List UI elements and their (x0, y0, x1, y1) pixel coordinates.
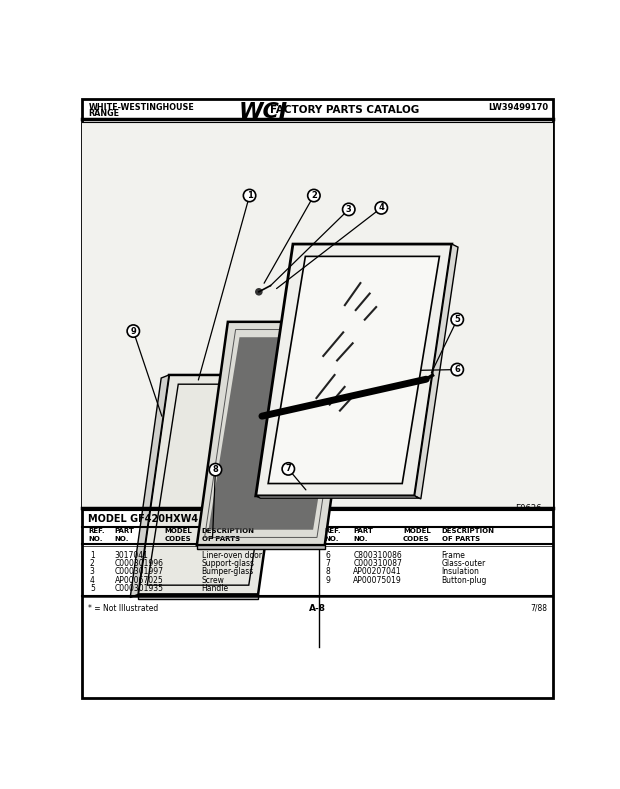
Circle shape (375, 202, 388, 214)
Circle shape (127, 325, 140, 337)
Text: MODEL GF420HXW4: MODEL GF420HXW4 (88, 514, 198, 525)
Polygon shape (197, 322, 356, 545)
Text: C800310086: C800310086 (353, 551, 402, 559)
Text: WCI: WCI (239, 103, 288, 122)
Text: 1: 1 (247, 191, 252, 200)
Text: C000301996: C000301996 (115, 559, 164, 568)
Polygon shape (138, 375, 289, 594)
Text: 5: 5 (90, 585, 95, 593)
Text: C000301935: C000301935 (115, 585, 164, 593)
Text: 8: 8 (213, 466, 218, 474)
Text: AP00207041: AP00207041 (353, 567, 402, 577)
Text: 3017041: 3017041 (115, 551, 149, 559)
Polygon shape (255, 244, 452, 495)
Text: C000301997: C000301997 (115, 567, 164, 577)
Text: 7: 7 (326, 559, 330, 568)
Polygon shape (268, 256, 440, 484)
Text: WHITE-WESTINGHOUSE: WHITE-WESTINGHOUSE (88, 103, 194, 112)
Text: A-8: A-8 (309, 604, 326, 612)
Circle shape (282, 462, 294, 475)
Text: 7: 7 (285, 465, 291, 473)
Text: Glass-outer: Glass-outer (441, 559, 486, 568)
Text: 5: 5 (454, 315, 460, 324)
Text: 9: 9 (130, 327, 136, 335)
Bar (82, 122, 554, 510)
Text: DESCRIPTION
OF PARTS: DESCRIPTION OF PARTS (202, 528, 254, 542)
Polygon shape (130, 375, 169, 597)
Circle shape (210, 463, 222, 476)
Text: Frame: Frame (441, 551, 466, 559)
Text: MODEL
CODES: MODEL CODES (403, 528, 431, 542)
Text: 2: 2 (311, 191, 317, 200)
Text: 2: 2 (90, 559, 95, 568)
Text: * = Not Illustrated: * = Not Illustrated (88, 604, 159, 612)
Text: PART
NO.: PART NO. (115, 528, 135, 542)
Text: RANGE: RANGE (88, 110, 119, 118)
Text: 9: 9 (326, 576, 330, 585)
Text: 6: 6 (454, 365, 460, 374)
Text: FACTORY PARTS CATALOG: FACTORY PARTS CATALOG (270, 105, 419, 114)
Circle shape (308, 189, 320, 202)
Text: AP00067025: AP00067025 (115, 576, 164, 585)
Text: 3: 3 (346, 205, 352, 214)
Text: C000310087: C000310087 (353, 559, 402, 568)
Text: Button-plug: Button-plug (441, 576, 487, 585)
Text: Liner-oven door: Liner-oven door (202, 551, 262, 559)
Polygon shape (208, 337, 344, 529)
Text: 4: 4 (378, 204, 384, 212)
Polygon shape (255, 495, 419, 498)
Text: 4: 4 (90, 576, 95, 585)
Circle shape (342, 204, 355, 215)
Text: REF.
NO.: REF. NO. (88, 528, 105, 542)
Circle shape (451, 364, 463, 376)
Text: 1: 1 (90, 551, 95, 559)
Polygon shape (197, 545, 325, 549)
Text: 7/88: 7/88 (530, 604, 547, 612)
Circle shape (255, 289, 262, 295)
Circle shape (451, 313, 463, 326)
Text: AP00075019: AP00075019 (353, 576, 402, 585)
Circle shape (243, 189, 255, 202)
Polygon shape (415, 244, 458, 499)
Text: 6: 6 (326, 551, 330, 559)
Text: REF.
NO.: REF. NO. (324, 528, 340, 542)
Polygon shape (138, 594, 258, 599)
Text: E0626: E0626 (515, 503, 542, 513)
Text: 3: 3 (90, 567, 95, 577)
Text: PART
NO.: PART NO. (353, 528, 373, 542)
Text: 8: 8 (326, 567, 330, 577)
Text: Handle: Handle (202, 585, 229, 593)
Text: MODEL
CODES: MODEL CODES (164, 528, 192, 542)
Text: Support-glass: Support-glass (202, 559, 254, 568)
Text: Insulation: Insulation (441, 567, 480, 577)
Text: DESCRIPTION
OF PARTS: DESCRIPTION OF PARTS (441, 528, 495, 542)
Text: LW39499170: LW39499170 (489, 103, 548, 112)
Text: Screw: Screw (202, 576, 224, 585)
Text: Bumper-glass: Bumper-glass (202, 567, 254, 577)
